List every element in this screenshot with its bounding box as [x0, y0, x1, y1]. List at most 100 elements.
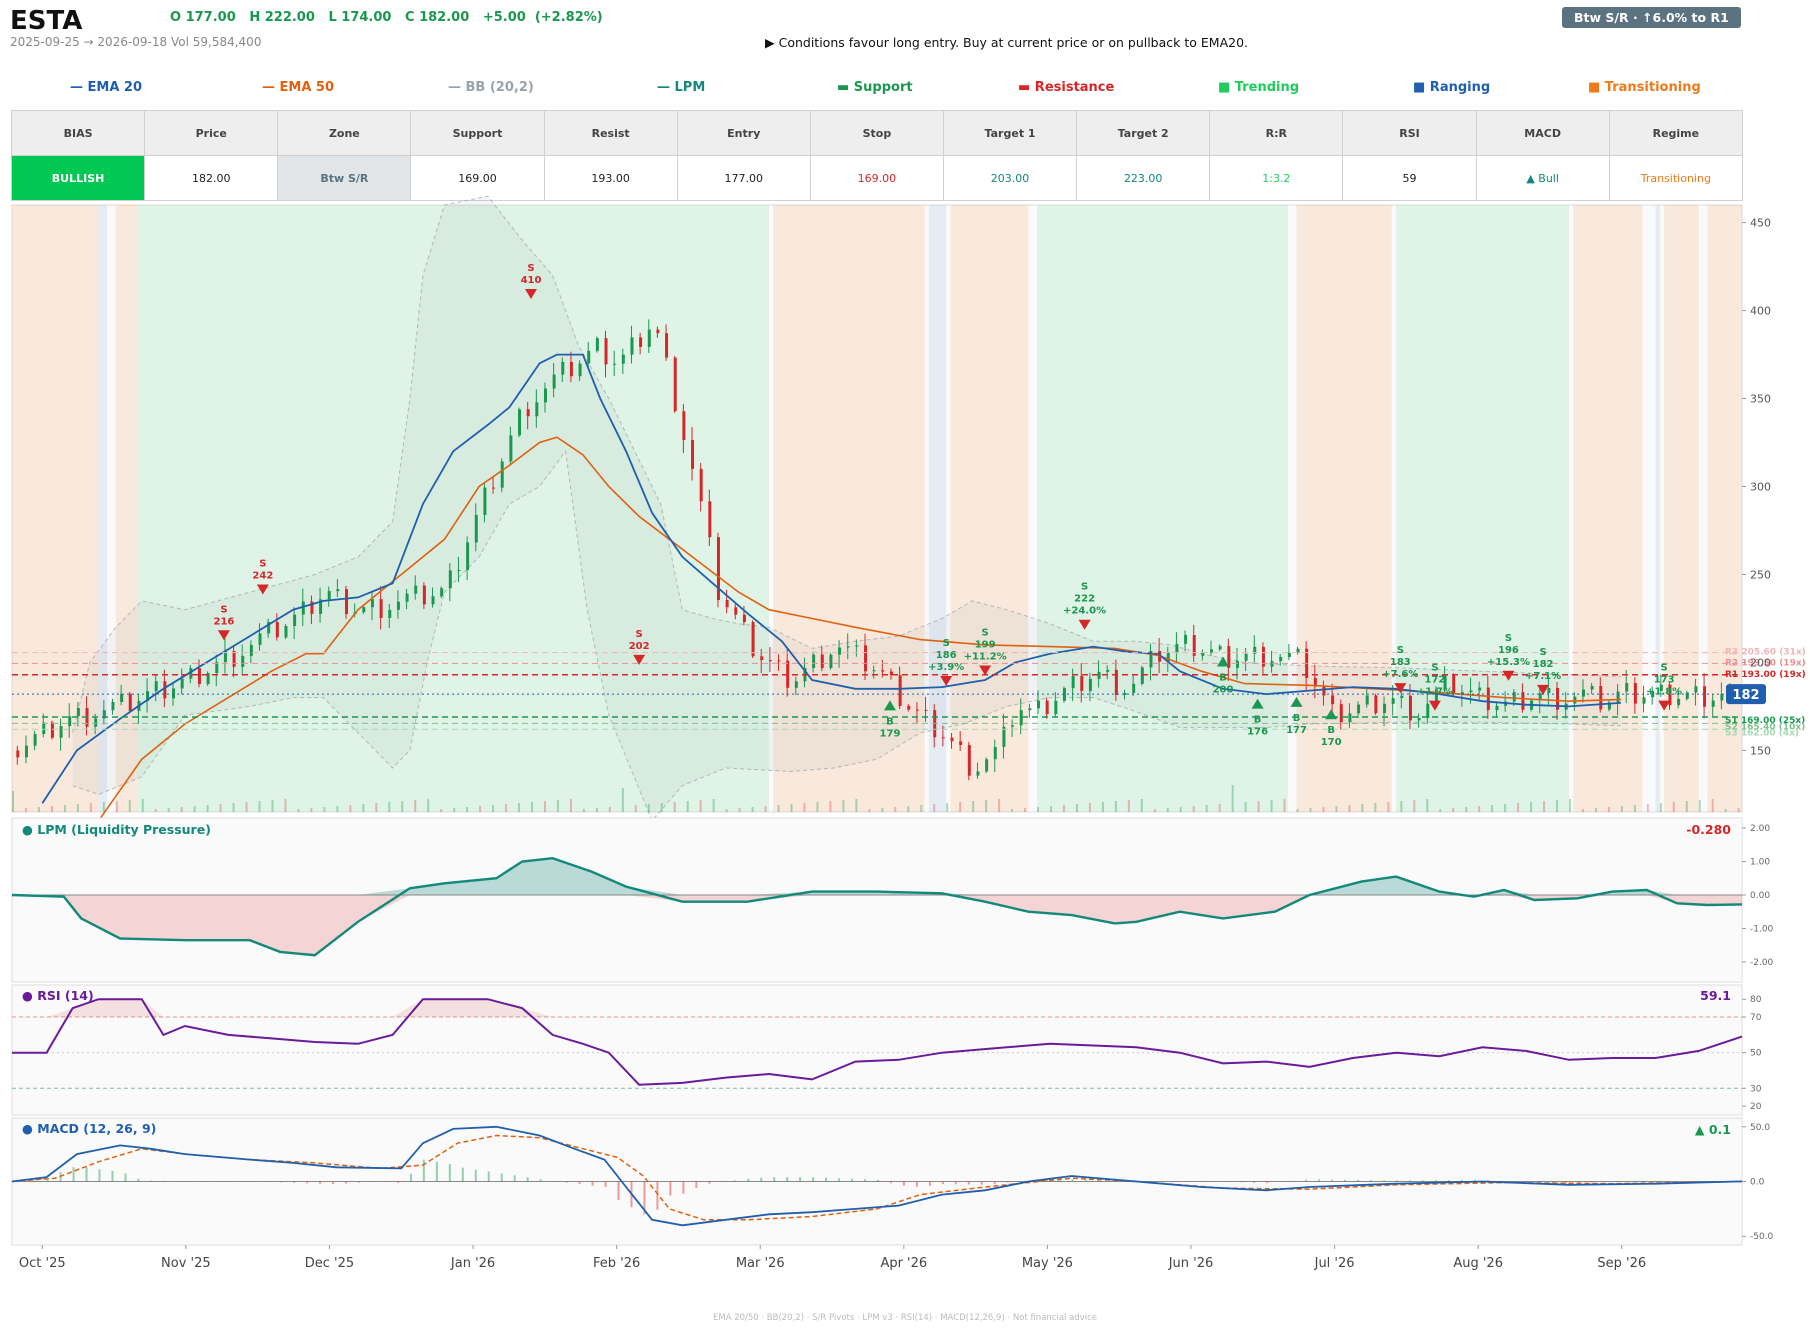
header-price: Price [144, 110, 279, 156]
legend-ema20[interactable]: — EMA 20 [70, 80, 143, 95]
candle [915, 702, 919, 723]
candle [128, 692, 132, 713]
candle-body [1348, 713, 1352, 723]
macd-hist-bar [215, 1181, 218, 1182]
macd-line [11, 1125, 1743, 1227]
x-tick-label: Jul '26 [1314, 1256, 1355, 1271]
value-regime: Transitioning [1608, 155, 1744, 201]
candle [768, 647, 772, 672]
rsi-overbought-fill [12, 999, 1742, 1018]
candle-body [111, 701, 115, 711]
candle [215, 654, 219, 687]
candle [111, 698, 115, 715]
candle [275, 613, 279, 641]
value-entry: 177.00 [676, 155, 811, 201]
signal-label: 183 [1390, 657, 1411, 668]
sr-level-label: S3 162.00 (4x) [1725, 728, 1799, 738]
volume-bar [738, 808, 741, 812]
candle-body [1322, 686, 1326, 696]
legend-ranging[interactable]: ■ Ranging [1413, 80, 1491, 95]
volume-bar [1322, 807, 1325, 812]
candle [1374, 693, 1378, 715]
volume-bar [1231, 785, 1234, 812]
macd-hist-bar [46, 1179, 49, 1182]
volume-bar [959, 802, 962, 812]
y-tick-label: 1.00 [1750, 858, 1770, 868]
volume-bar [401, 801, 404, 812]
candle [1633, 677, 1637, 714]
sell-arrow-icon [1537, 684, 1550, 695]
candle-body [180, 678, 184, 689]
macd-hist-bar [1214, 1181, 1217, 1182]
volume-bar [907, 806, 910, 812]
candle-body [1149, 651, 1153, 668]
volume-bar [1101, 802, 1104, 812]
x-tick-label: Feb '26 [593, 1256, 640, 1271]
signal-label: S [636, 629, 643, 640]
candle-body [249, 644, 253, 656]
candle [319, 587, 323, 623]
candle [197, 659, 201, 688]
candle-body [907, 705, 911, 710]
x-tick-label: Jun '26 [1168, 1256, 1214, 1271]
volume-bar [647, 804, 650, 812]
regime-band-ranging [928, 205, 947, 812]
signal-message: ▶ Conditions favour long entry. Buy at c… [765, 35, 1249, 50]
legend-support[interactable]: ▬ Support [837, 80, 913, 95]
footer-note: EMA 20/50 · BB(20,2) · S/R Pivots · LPM … [712, 1313, 1097, 1323]
candle [189, 665, 193, 684]
volume-bar [1504, 804, 1507, 812]
candle [1495, 701, 1499, 718]
candle-body [1434, 689, 1438, 704]
macd-hist-bar [864, 1179, 867, 1182]
candle [647, 319, 651, 353]
legend-transitioning[interactable]: ■ Transitioning [1588, 80, 1701, 95]
candle [241, 644, 245, 676]
macd-hist-bar [928, 1181, 931, 1186]
macd-hist-bar [954, 1181, 957, 1185]
macd-hist-bar [1473, 1180, 1476, 1182]
legend-resistance[interactable]: ▬ Resistance [1018, 80, 1115, 95]
value-target2: 223.00 [1076, 155, 1211, 201]
candle [466, 536, 470, 581]
candle [1720, 682, 1724, 710]
legend-lpm[interactable]: — LPM [657, 80, 706, 95]
candle [1452, 673, 1456, 696]
y-tick-label: -50.0 [1750, 1232, 1774, 1242]
candle-body [1486, 687, 1490, 711]
candle [414, 575, 418, 600]
macd-hist-bar [293, 1181, 296, 1183]
legend-ema50[interactable]: — EMA 50 [262, 80, 335, 95]
signal-label: 199 [975, 639, 996, 650]
macd-hist-bar [1499, 1180, 1502, 1182]
macd-hist-bar [708, 1181, 711, 1184]
legend-bollinger[interactable]: — BB (20,2) [448, 80, 534, 95]
candle-body [621, 354, 625, 364]
candle-body [1720, 694, 1724, 701]
sell-arrow-icon [1394, 683, 1407, 694]
macd-hist-bar [1603, 1181, 1606, 1183]
signal-summary-table: BIAS Price Zone Support Resist Entry Sto… [10, 110, 1744, 201]
candle [474, 503, 478, 552]
candle [734, 604, 738, 620]
signal-label: S [1505, 633, 1512, 644]
volume-bar [764, 806, 767, 812]
volume-bar [985, 800, 988, 812]
signal-label: S [1431, 663, 1438, 674]
candle-body [1123, 692, 1127, 695]
sell-arrow-icon [217, 630, 230, 641]
y-tick-label: 0.00 [1750, 891, 1770, 901]
candle-body [1279, 656, 1283, 662]
candle [682, 403, 686, 454]
volume-bar [258, 801, 261, 812]
candle [1408, 684, 1412, 730]
macd-hist-bar [1577, 1181, 1580, 1183]
legend-trending[interactable]: ■ Trending [1218, 80, 1300, 95]
candle [102, 700, 106, 725]
candle-body [1270, 661, 1274, 667]
volume-bar [1607, 807, 1610, 812]
header-resist: Resist [543, 110, 678, 156]
